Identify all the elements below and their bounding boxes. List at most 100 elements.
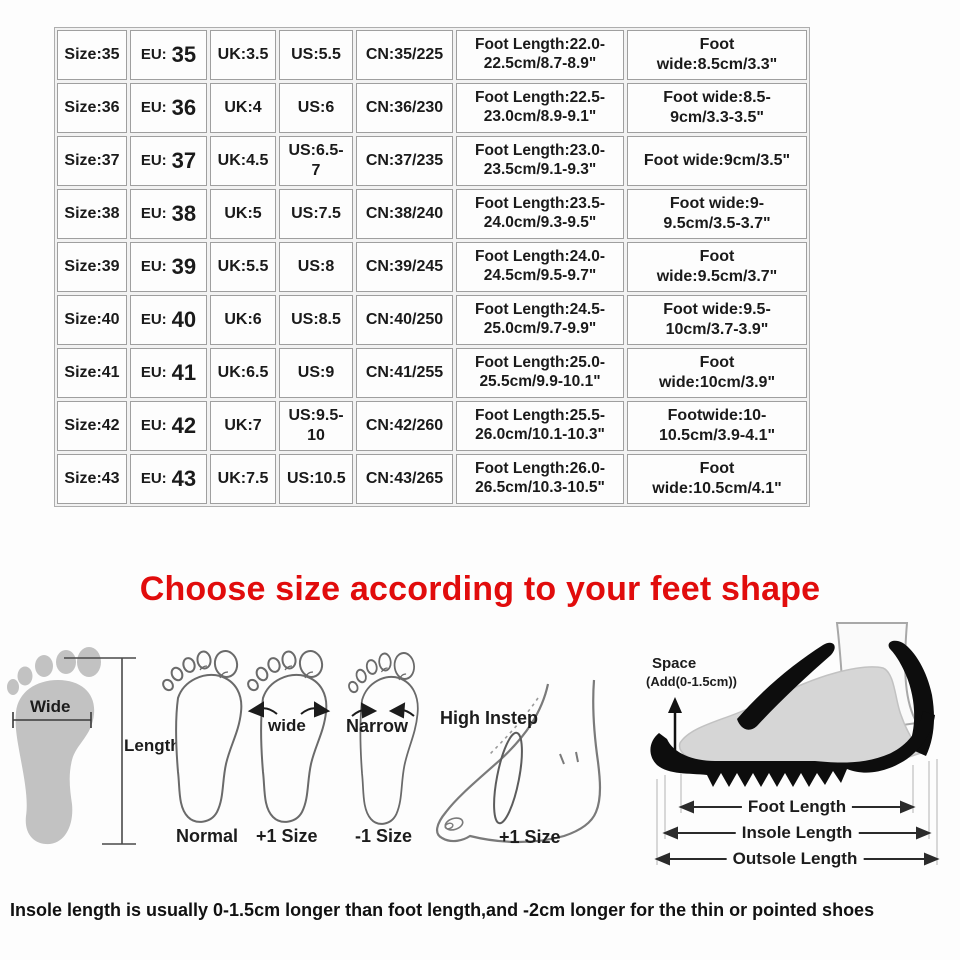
cell-uk: UK:7.5 [210, 454, 276, 504]
foot-wide-value: Foot wide:9.5-10cm/3.7-3.9" [663, 301, 771, 338]
cell-uk: UK:7 [210, 401, 276, 451]
narrow-foot-label: Narrow [346, 716, 409, 736]
eu-number: 39 [171, 253, 197, 279]
wide-foot-caption: +1 Size [256, 826, 318, 846]
eu-number: 42 [171, 412, 197, 438]
cell-eu: EU: 41 [130, 348, 207, 398]
cell-uk: UK:3.5 [210, 30, 276, 80]
foot-length-value: Foot Length:23.0-23.5cm/9.1-9.3" [474, 142, 606, 178]
cell-cn: CN:40/250 [356, 295, 453, 345]
cell-size: Size:37 [57, 136, 127, 186]
length-measure-label: Length [124, 736, 181, 755]
size-conversion-table: Size:35 EU: 35 UK:3.5 US:5.5 CN:35/225 Fo… [54, 27, 810, 507]
page-title: Choose size according to your feet shape [139, 570, 821, 608]
foot-wide-value: Footwide:10-10.5cm/3.9-4.1" [658, 407, 776, 444]
cell-foot-length: Foot Length:24.5-25.0cm/9.7-9.9" [456, 295, 624, 345]
cell-cn: CN:43/265 [356, 454, 453, 504]
cell-eu: EU: 40 [130, 295, 207, 345]
outsole-length-dim-label: Outsole Length [726, 849, 864, 869]
cell-foot-wide: Foot wide:10cm/3.9" [627, 348, 807, 398]
foot-length-value: Foot Length:23.5-24.0cm/9.3-9.5" [474, 195, 606, 231]
cell-size: Size:36 [57, 83, 127, 133]
cell-foot-wide: Footwide:10-10.5cm/3.9-4.1" [627, 401, 807, 451]
cell-foot-length: Foot Length:22.0-22.5cm/8.7-8.9" [456, 30, 624, 80]
cell-eu: EU: 37 [130, 136, 207, 186]
eu-number: 41 [171, 359, 197, 385]
eu-prefix: EU: [140, 310, 167, 328]
eu-number: 43 [171, 465, 197, 491]
cell-foot-length: Foot Length:23.5-24.0cm/9.3-9.5" [456, 189, 624, 239]
eu-number: 40 [171, 306, 197, 332]
cell-size: Size:41 [57, 348, 127, 398]
cell-foot-length: Foot Length:24.0-24.5cm/9.5-9.7" [456, 242, 624, 292]
cell-us: US:8 [279, 242, 353, 292]
foot-wide-value: Foot wide:9.5cm/3.7" [656, 248, 778, 285]
cell-foot-wide: Foot wide:10.5cm/4.1" [627, 454, 807, 504]
us-value: US:8.5 [291, 311, 341, 329]
cell-foot-wide: Foot wide:9cm/3.5" [627, 136, 807, 186]
cell-size: Size:42 [57, 401, 127, 451]
eu-number: 38 [171, 200, 197, 226]
eu-number: 37 [171, 147, 197, 173]
cell-size: Size:43 [57, 454, 127, 504]
cell-cn: CN:37/235 [356, 136, 453, 186]
cell-uk: UK:5 [210, 189, 276, 239]
cell-uk: UK:5.5 [210, 242, 276, 292]
shoe-cross-section-icon [650, 622, 940, 866]
cell-uk: UK:6 [210, 295, 276, 345]
high-instep-foot-icon [436, 679, 602, 844]
space-detail-label: (Add(0-1.5cm)) [646, 674, 738, 689]
foot-length-value: Foot Length:25.5-26.0cm/10.1-10.3" [474, 407, 606, 443]
size-table-grid: Size:35 EU: 35 UK:3.5 US:5.5 CN:35/225 Fo… [57, 30, 807, 504]
cell-eu: EU: 42 [130, 401, 207, 451]
us-value: US:10.5 [287, 470, 346, 488]
foot-wide-value: Foot wide:10.5cm/4.1" [652, 460, 782, 497]
insole-length-dim-label: Insole Length [735, 823, 859, 843]
space-label: Space [652, 655, 697, 672]
cell-foot-wide: Foot wide:8.5cm/3.3" [627, 30, 807, 80]
cell-cn: CN:42/260 [356, 401, 453, 451]
cell-foot-wide: Foot wide:9-9.5cm/3.5-3.7" [627, 189, 807, 239]
foot-length-value: Foot Length:26.0-26.5cm/10.3-10.5" [474, 460, 606, 496]
eu-number: 35 [171, 41, 197, 67]
footprint-diagram-icon [7, 647, 136, 845]
cell-uk: UK:4.5 [210, 136, 276, 186]
cell-size: Size:35 [57, 30, 127, 80]
eu-prefix: EU: [140, 98, 167, 116]
foot-length-value: Foot Length:22.5-23.0cm/8.9-9.1" [474, 89, 606, 125]
cell-us: US:5.5 [279, 30, 353, 80]
cell-foot-length: Foot Length:25.5-26.0cm/10.1-10.3" [456, 401, 624, 451]
cell-foot-wide: Foot wide:9.5-10cm/3.7-3.9" [627, 295, 807, 345]
cell-uk: UK:6.5 [210, 348, 276, 398]
cell-size: Size:40 [57, 295, 127, 345]
wide-foot-label: wide [268, 716, 306, 735]
eu-prefix: EU: [140, 363, 167, 381]
cell-cn: CN:35/225 [356, 30, 453, 80]
foot-wide-value: Foot wide:10cm/3.9" [658, 354, 776, 391]
cell-foot-length: Foot Length:22.5-23.0cm/8.9-9.1" [456, 83, 624, 133]
foot-length-value: Foot Length:25.0-25.5cm/9.9-10.1" [474, 354, 606, 390]
cell-us: US:8.5 [279, 295, 353, 345]
cell-cn: CN:41/255 [356, 348, 453, 398]
cell-size: Size:39 [57, 242, 127, 292]
us-value: US:7.5 [291, 205, 341, 223]
cell-foot-wide: Foot wide:8.5-9cm/3.3-3.5" [627, 83, 807, 133]
foot-wide-value: Foot wide:8.5-9cm/3.3-3.5" [663, 89, 771, 126]
us-value: US:8 [297, 258, 335, 276]
cell-eu: EU: 38 [130, 189, 207, 239]
foot-length-value: Foot Length:24.5-25.0cm/9.7-9.9" [474, 301, 606, 337]
narrow-foot-caption: -1 Size [355, 826, 413, 846]
cell-foot-length: Foot Length:23.0-23.5cm/9.1-9.3" [456, 136, 624, 186]
us-value: US:6.5-7 [288, 142, 344, 179]
foot-length-dim-label: Foot Length [741, 797, 853, 817]
eu-prefix: EU: [140, 45, 167, 63]
cell-eu: EU: 36 [130, 83, 207, 133]
cell-foot-length: Foot Length:25.0-25.5cm/9.9-10.1" [456, 348, 624, 398]
foot-length-value: Foot Length:24.0-24.5cm/9.5-9.7" [474, 248, 606, 284]
high-instep-label: High Instep [440, 708, 538, 728]
cell-us: US:6.5-7 [279, 136, 353, 186]
narrow-foot-icon [346, 649, 419, 825]
cell-eu: EU: 39 [130, 242, 207, 292]
cell-cn: CN:39/245 [356, 242, 453, 292]
